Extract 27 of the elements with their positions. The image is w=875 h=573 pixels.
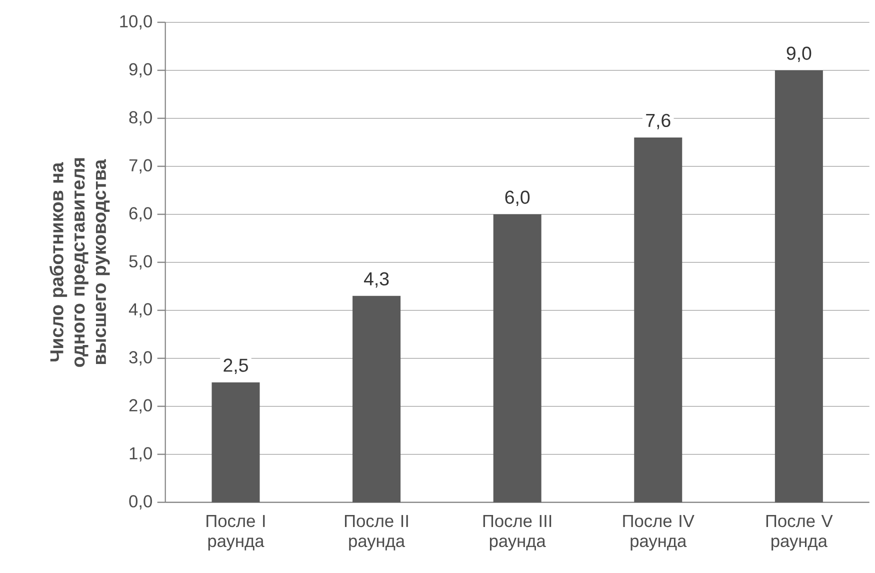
x-tick-label: После IV раунда — [623, 515, 694, 551]
data-label: 6,0 — [505, 190, 530, 206]
bar — [212, 382, 260, 502]
y-tick-label: 10,0 — [120, 15, 152, 30]
y-tick-label: 3,0 — [129, 351, 152, 366]
y-tick-label: 9,0 — [129, 63, 152, 78]
y-tick-label: 8,0 — [129, 111, 152, 126]
bar — [493, 214, 542, 502]
x-tick-label: После V раунда — [766, 515, 833, 551]
y-tick-label: 0,0 — [129, 495, 152, 510]
x-tick-label: После I раунда — [206, 515, 265, 551]
y-tick-label: 2,0 — [129, 399, 152, 414]
x-tick-label: После II раунда — [344, 515, 408, 551]
y-tick-label: 6,0 — [129, 207, 152, 222]
bar — [634, 138, 682, 502]
y-tick-label: 4,0 — [128, 303, 152, 318]
y-tick-label: 7,0 — [129, 159, 152, 174]
bar — [774, 70, 823, 502]
data-label: 9,0 — [786, 46, 812, 62]
y-tick-label: 5,0 — [129, 255, 152, 270]
x-tick-label: После III раунда — [483, 515, 552, 551]
data-label: 4,3 — [364, 272, 389, 288]
bar — [352, 296, 401, 502]
data-label: 7,6 — [646, 114, 670, 130]
y-tick-label: 1,0 — [130, 447, 152, 462]
data-label: 2,5 — [224, 358, 248, 374]
y-axis-title: Число работников на одного представителя высшего руководства — [50, 158, 110, 367]
